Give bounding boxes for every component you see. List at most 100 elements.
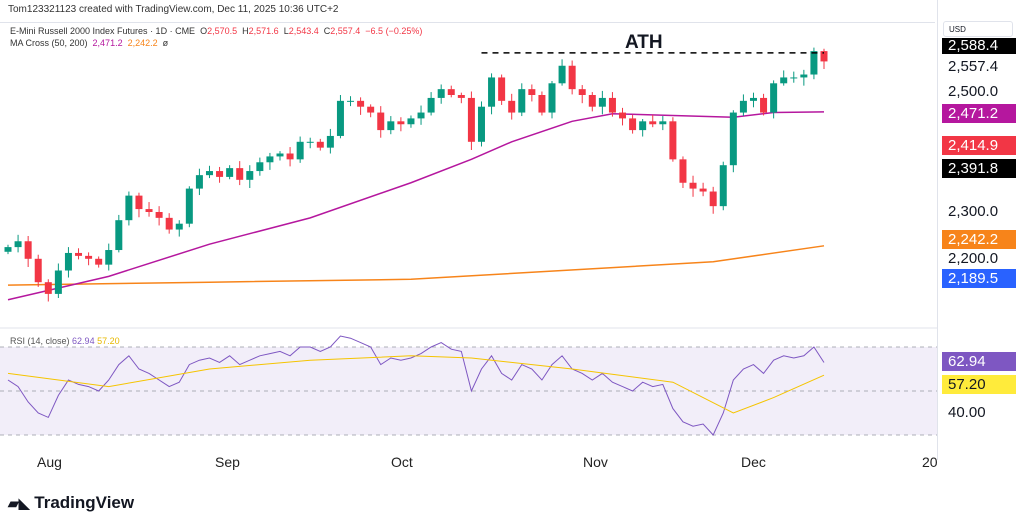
candle — [437, 89, 445, 98]
candle — [427, 97, 435, 113]
candle — [14, 241, 22, 248]
candle — [679, 159, 687, 183]
candle — [195, 175, 203, 189]
time-label: Dec — [741, 454, 766, 470]
rsi-tag: 62.94 — [942, 352, 1016, 371]
rsi-ma-tag: 57.20 — [942, 375, 1016, 394]
candle — [447, 89, 455, 95]
candle — [4, 247, 12, 252]
candle — [780, 77, 788, 84]
candle — [608, 97, 616, 113]
candle — [135, 195, 143, 210]
candle — [518, 89, 526, 113]
candle — [457, 95, 465, 98]
tradingview-logo[interactable]: ▰◣ TradingView — [8, 493, 134, 513]
candle — [64, 252, 72, 271]
low-value: 2,543.4 — [288, 26, 319, 36]
candle — [729, 112, 737, 166]
candle — [44, 282, 52, 294]
candle — [34, 258, 42, 283]
candle — [659, 121, 667, 125]
candle — [669, 121, 677, 160]
h-label: H — [242, 26, 249, 36]
candle — [739, 100, 747, 113]
candle — [629, 118, 637, 131]
rsi-ma-line — [7, 355, 825, 414]
time-label: Aug — [37, 454, 62, 470]
candle — [205, 171, 213, 176]
candle — [417, 112, 425, 119]
candle — [155, 212, 163, 218]
ma50-value: 2,471.2 — [92, 38, 123, 48]
price-tag-black: 2,391.8 — [942, 159, 1016, 178]
candle — [699, 188, 707, 192]
candle — [105, 250, 113, 265]
candle — [266, 156, 274, 163]
time-label: Oct — [391, 454, 413, 470]
candle — [568, 65, 576, 90]
ma-label: MA Cross (50, 200) — [10, 38, 88, 48]
currency-button[interactable]: USD — [943, 21, 1013, 37]
candle — [95, 258, 103, 265]
candle — [387, 121, 395, 131]
candle — [276, 153, 284, 157]
rsi-tick: 40.00 — [948, 404, 986, 421]
candle — [85, 255, 93, 259]
candle — [357, 100, 365, 107]
chart-canvas[interactable] — [0, 0, 937, 460]
price-tag-top: 2,588.4 — [942, 38, 1016, 54]
price-tick: 2,300.0 — [948, 203, 999, 220]
candle — [498, 77, 506, 101]
chart-legend: E-Mini Russell 2000 Index Futures · 1D ·… — [0, 22, 935, 52]
change-value: −6.5 (−0.25%) — [365, 26, 423, 36]
time-label: Nov — [583, 454, 608, 470]
candle — [125, 195, 133, 221]
candle — [145, 209, 153, 212]
candle — [760, 97, 768, 113]
candle — [790, 77, 798, 79]
candle — [175, 223, 183, 230]
price-axis[interactable] — [937, 0, 1024, 460]
candle — [316, 141, 324, 148]
candle — [467, 97, 475, 142]
candle — [558, 65, 566, 84]
candle — [488, 77, 496, 107]
candle — [820, 51, 828, 62]
candle — [810, 51, 818, 75]
candle — [770, 83, 778, 113]
ma-legend[interactable]: MA Cross (50, 200) 2,471.2 2,242.2 ø — [10, 38, 935, 48]
tradingview-logo-icon: ▰◣ — [8, 495, 30, 511]
candle — [548, 83, 556, 113]
price-tick: 2,557.4 — [948, 58, 999, 75]
rsi-ma-value: 57.20 — [97, 336, 120, 346]
candle — [619, 112, 627, 119]
credit-line: Tom123321123 created with TradingView.co… — [8, 4, 339, 15]
price-tag-blue: 2,189.5 — [942, 269, 1016, 288]
candle — [709, 191, 717, 207]
ma200-line — [7, 245, 825, 286]
candle — [216, 171, 224, 177]
candle — [226, 168, 234, 177]
candle — [296, 141, 304, 160]
candle — [165, 217, 173, 230]
candle — [256, 162, 264, 172]
time-label: 20 — [922, 454, 938, 470]
candle — [246, 171, 254, 180]
ma200-value: 2,242.2 — [127, 38, 158, 48]
candle — [236, 168, 244, 180]
candle — [75, 252, 83, 256]
ma50-price-tag: 2,471.2 — [942, 104, 1016, 123]
candle — [689, 182, 697, 189]
rsi-legend[interactable]: RSI (14, close) 62.94 57.20 — [10, 336, 120, 346]
candle — [800, 74, 808, 78]
candle — [508, 100, 516, 113]
candle — [347, 100, 355, 102]
price-tick: 2,200.0 — [948, 250, 999, 267]
price-tick: 2,500.0 — [948, 83, 999, 100]
candle — [367, 106, 375, 113]
candle — [185, 188, 193, 224]
open-value: 2,570.5 — [207, 26, 238, 36]
candle — [407, 118, 415, 125]
candle — [286, 153, 294, 160]
candle — [377, 112, 385, 131]
